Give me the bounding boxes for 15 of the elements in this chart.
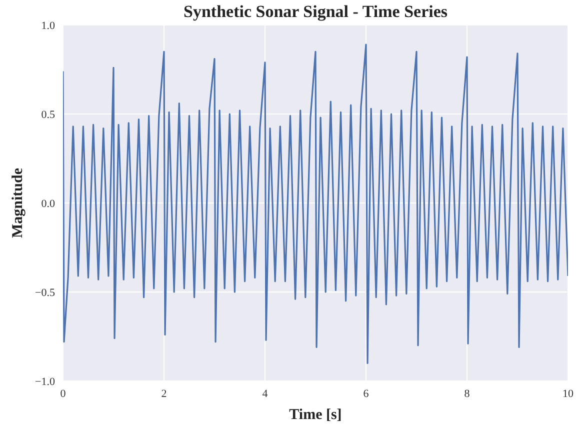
y-tick-label: −1.0 — [35, 376, 56, 388]
y-axis-title: Magnitude — [10, 168, 26, 238]
line-series — [63, 44, 568, 364]
x-tick-label: 2 — [161, 388, 167, 400]
x-tick-label: 0 — [60, 388, 66, 400]
y-tick-label: 1.0 — [41, 20, 56, 32]
y-tick-label: 0.0 — [41, 198, 56, 210]
x-tick-label: 6 — [363, 388, 370, 400]
y-tick-label: −0.5 — [35, 287, 56, 299]
y-tick-label: 0.5 — [41, 109, 56, 121]
x-tick-label: 4 — [262, 388, 268, 400]
x-axis-title: Time [s] — [289, 407, 342, 423]
x-tick-label: 8 — [464, 388, 470, 400]
x-tick-label: 10 — [562, 388, 574, 400]
chart-title: Synthetic Sonar Signal - Time Series — [184, 2, 448, 21]
